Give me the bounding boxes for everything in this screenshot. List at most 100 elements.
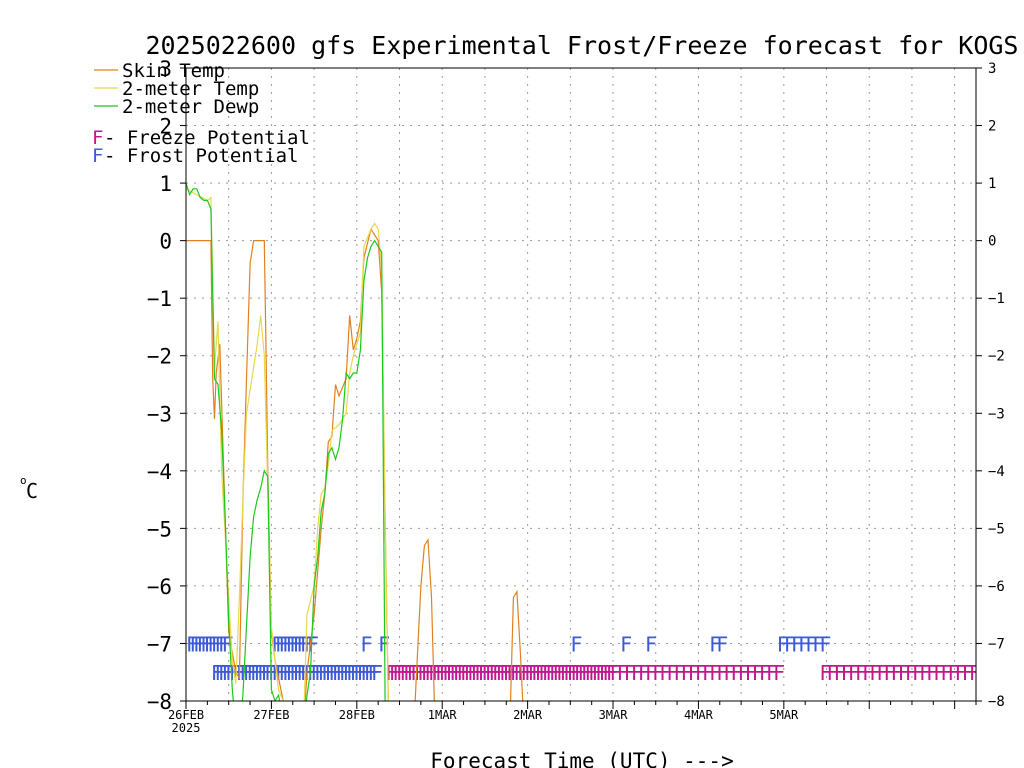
freeze-marker: F — [730, 661, 742, 685]
freeze-marker: F — [421, 661, 433, 685]
frost-marker: F — [218, 632, 230, 656]
x-tick-label: 26FEB — [168, 708, 204, 722]
freeze-marker: F — [602, 661, 614, 685]
y-tick-label-left: −8 — [147, 690, 172, 714]
freeze-marker: F — [471, 661, 483, 685]
freeze-marker: F — [435, 661, 447, 685]
y-tick-label-left: 1 — [159, 172, 172, 196]
freeze-marker: F — [481, 661, 493, 685]
freeze-marker: F — [834, 661, 846, 685]
grid — [185, 67, 976, 702]
freeze-marker: F — [666, 661, 678, 685]
freeze-marker: F — [588, 661, 600, 685]
frost-marker: F — [339, 661, 351, 685]
frost-marker: F — [346, 661, 358, 685]
freeze-marker: F — [883, 661, 895, 685]
freeze-marker: F — [738, 661, 750, 685]
y-axis-degree: o — [20, 474, 27, 487]
y-tick-label-right: −2 — [988, 349, 1005, 365]
freeze-marker: F — [506, 661, 518, 685]
freeze-marker: F — [926, 661, 938, 685]
frost-marker: F — [214, 661, 226, 685]
y-tick-label-right: 2 — [988, 119, 996, 135]
frost-marker: F — [190, 632, 202, 656]
freeze-marker: F — [869, 661, 881, 685]
legend-label: 2-meter Temp — [122, 78, 259, 100]
frost-marker: F — [325, 661, 337, 685]
freeze-marker: F — [496, 661, 508, 685]
y-tick-label-left: −3 — [147, 402, 172, 426]
freeze-marker: F — [659, 661, 671, 685]
freeze-marker: F — [898, 661, 910, 685]
freeze-marker: F — [752, 661, 764, 685]
frost-marker: F — [200, 632, 212, 656]
frost-marker: F — [360, 661, 372, 685]
frost-marker: F — [321, 661, 333, 685]
y-tick-label-right: 0 — [988, 234, 996, 250]
frost-marker: F — [716, 632, 728, 656]
freeze-marker: F — [464, 661, 476, 685]
y-tick-label-right: −5 — [988, 521, 1005, 537]
freeze-marker: F — [585, 661, 597, 685]
y-axis-label: o C — [20, 474, 38, 503]
freeze-marker: F — [392, 661, 404, 685]
x-axis-label: Forecast Time (UTC) ---> — [430, 749, 733, 768]
freeze-marker: F — [556, 661, 568, 685]
x-tick-label: 4MAR — [684, 708, 714, 722]
frost-marker: F — [367, 661, 379, 685]
freeze-marker: F — [439, 661, 451, 685]
x-tick-label: 1MAR — [428, 708, 458, 722]
freeze-marker: F — [567, 661, 579, 685]
legend-potential-label: - Freeze Potential — [104, 127, 310, 149]
frost-marker: F — [353, 661, 365, 685]
chart-title: 2025022600 gfs Experimental Frost/Freeze… — [146, 31, 1019, 60]
freeze-marker: F — [766, 661, 778, 685]
freeze-marker: F — [919, 661, 931, 685]
freeze-marker: F — [442, 661, 454, 685]
freeze-marker: F — [492, 661, 504, 685]
frost-marker: F — [709, 632, 721, 656]
frost-marker: F — [250, 661, 262, 685]
freeze-marker: F — [446, 661, 458, 685]
freeze-marker: F — [855, 661, 867, 685]
frost-marker: F — [261, 661, 273, 685]
plot-border — [185, 67, 977, 702]
freeze-marker: F — [456, 661, 468, 685]
freeze-marker: F — [400, 661, 412, 685]
freeze-marker: F — [841, 661, 853, 685]
freeze-marker: F — [631, 661, 643, 685]
frost-marker: F — [318, 661, 330, 685]
freeze-marker: F — [538, 661, 550, 685]
freeze-marker: F — [759, 661, 771, 685]
frost-marker: F — [211, 661, 223, 685]
freeze-marker: F — [389, 661, 401, 685]
y-tick-label-right: −7 — [988, 636, 1005, 652]
x-tick-label: 5MAR — [769, 708, 799, 722]
freeze-marker: F — [570, 661, 582, 685]
freeze-marker: F — [403, 661, 415, 685]
freeze-marker: F — [524, 661, 536, 685]
freeze-marker: F — [574, 661, 586, 685]
freeze-marker: F — [645, 661, 657, 685]
frost-marker: F — [279, 632, 291, 656]
freeze-marker: F — [577, 661, 589, 685]
freeze-marker: F — [709, 661, 721, 685]
freeze-marker: F — [535, 661, 547, 685]
freeze-marker: F — [478, 661, 490, 685]
y-tick-label-right: 3 — [988, 61, 996, 77]
frost-marker: F — [239, 661, 251, 685]
frost-marker: F — [293, 632, 305, 656]
frost-marker: F — [275, 632, 287, 656]
freeze-marker: F — [517, 661, 529, 685]
freeze-marker: F — [513, 661, 525, 685]
legend-potential-symbol: F — [92, 145, 103, 167]
freeze-marker: F — [474, 661, 486, 685]
frost-marker: F — [371, 661, 383, 685]
y-tick-label-left: −1 — [147, 287, 172, 311]
frost-marker: F — [286, 632, 298, 656]
freeze-marker: F — [848, 661, 860, 685]
y-tick-label-right: 1 — [988, 176, 996, 192]
frost-marker: F — [279, 661, 291, 685]
